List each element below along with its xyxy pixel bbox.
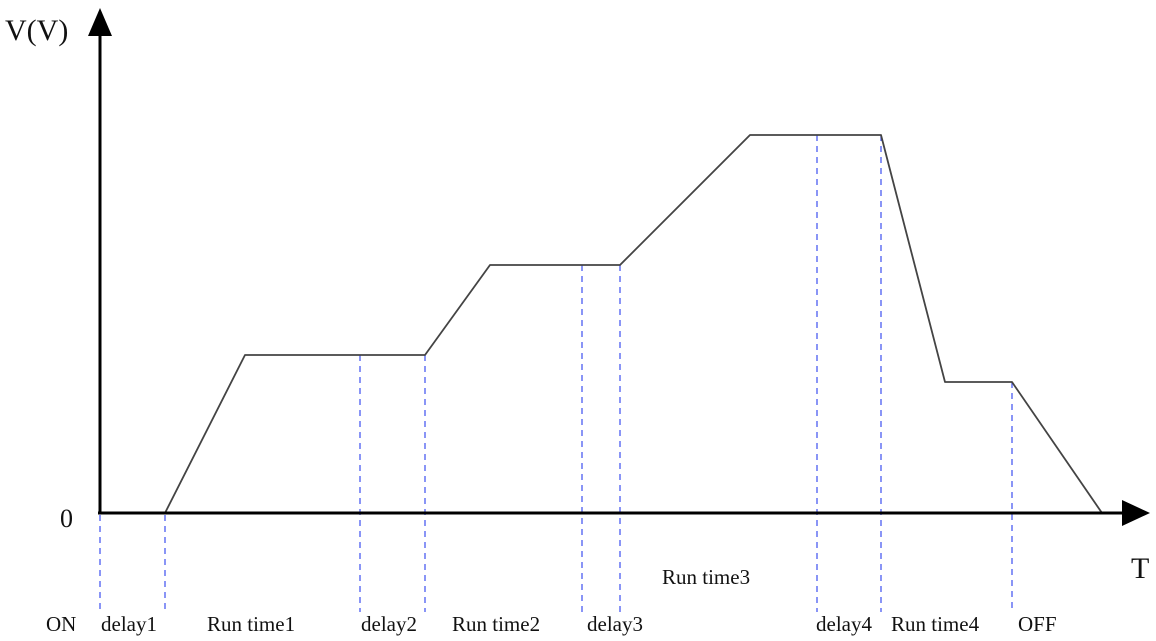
voltage-waveform [164,134,1103,514]
origin-label: 0 [60,504,73,533]
phase-label-delay2: delay2 [361,612,417,636]
phase-label-on: ON [46,612,76,636]
x-axis-label: T [1131,552,1149,585]
phase-label-off: OFF [1018,612,1057,636]
y-axis-label: V(V) [5,14,68,47]
phase-marker-lines [99,135,1013,612]
phase-label-run-time2: Run time2 [452,612,540,636]
phase-label-delay3: delay3 [587,612,643,636]
phase-label-run-time4: Run time4 [891,612,980,636]
x-axis-arrow [1122,500,1150,526]
phase-label-delay4: delay4 [816,612,872,636]
y-axis-arrow [88,8,112,36]
phase-label-delay1: delay1 [101,612,157,636]
axes [88,8,1150,526]
phase-label-run-time3: Run time3 [662,565,750,589]
phase-label-run-time1: Run time1 [207,612,295,636]
